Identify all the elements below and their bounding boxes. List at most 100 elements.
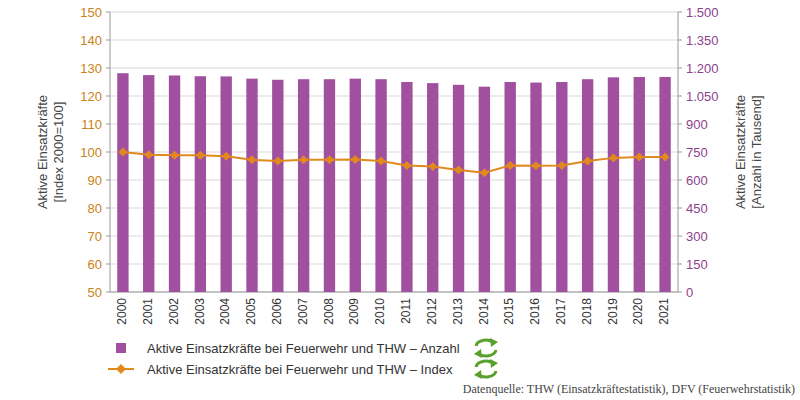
y-tick — [106, 292, 110, 293]
x-tick-label: 2003 — [193, 298, 207, 325]
point — [248, 155, 257, 164]
y2-tick — [678, 208, 682, 209]
point — [454, 165, 463, 174]
bar — [169, 75, 180, 292]
y2-tick — [678, 96, 682, 97]
x-tick-label: 2005 — [244, 298, 258, 325]
x-tick-label: 2017 — [554, 298, 568, 325]
y-tick-label: 50 — [88, 285, 102, 300]
bar — [117, 73, 128, 292]
point — [583, 156, 592, 165]
bar — [505, 82, 516, 292]
bar — [427, 83, 438, 292]
y2-tick-label: 750 — [686, 145, 708, 160]
x-tick-label: 2004 — [218, 298, 232, 325]
point — [222, 152, 231, 161]
y2-tick-label: 1.050 — [686, 89, 719, 104]
y-axis — [110, 12, 111, 292]
point — [170, 151, 179, 160]
point — [299, 155, 308, 164]
x-tick-label: 2019 — [606, 298, 620, 325]
axis-title: Aktive Einsatzkräfte — [733, 95, 748, 209]
point — [480, 168, 489, 177]
x-tick-label: 2001 — [141, 298, 155, 325]
legend-label: Aktive Einsatzkräfte bei Feuerwehr und T… — [147, 362, 453, 377]
x-tick-label: 2008 — [322, 298, 336, 325]
y-tick-label: 100 — [80, 145, 102, 160]
x-tick-label: 2012 — [425, 298, 439, 325]
y2-tick — [678, 152, 682, 153]
y-tick — [106, 180, 110, 181]
source: Datenquelle: THW (Einsatzkräftestatistik… — [463, 382, 795, 396]
bar — [246, 79, 257, 292]
x-tick-label: 2009 — [347, 298, 361, 325]
bar — [479, 87, 490, 292]
x-tick-label: 2010 — [373, 298, 387, 325]
y2-tick — [678, 180, 682, 181]
y-tick — [106, 236, 110, 237]
y-tick — [106, 96, 110, 97]
y-tick — [106, 152, 110, 153]
y2-tick-label: 300 — [686, 229, 708, 244]
y2-tick-label: 1.200 — [686, 61, 719, 76]
x-tick-label: 2006 — [270, 298, 284, 325]
point — [506, 161, 515, 170]
y2-tick-label: 1.500 — [686, 5, 719, 20]
bar — [453, 85, 464, 292]
y-tick-label: 70 — [88, 229, 102, 244]
bar — [659, 77, 670, 292]
bar — [143, 75, 154, 292]
bar — [375, 79, 386, 292]
y2-tick-label: 150 — [686, 257, 708, 272]
point — [402, 161, 411, 170]
axis-title: [Anzahl in Tausend] — [749, 95, 764, 208]
bar — [350, 79, 361, 292]
y-tick-label: 130 — [80, 61, 102, 76]
axis-title: [Index 2000=100] — [51, 102, 66, 203]
y2-tick-label: 1.350 — [686, 33, 719, 48]
y-tick — [106, 68, 110, 69]
point — [635, 153, 644, 162]
x-tick-label: 2021 — [657, 298, 671, 325]
point — [377, 156, 386, 165]
legend-swatch — [116, 343, 126, 353]
bar — [556, 82, 567, 292]
bar — [582, 79, 593, 292]
y2-tick — [678, 124, 682, 125]
x-tick-label: 2007 — [296, 298, 310, 325]
bar — [298, 79, 309, 292]
x-tick-label: 2020 — [631, 298, 645, 325]
y2-tick — [678, 12, 682, 13]
y-tick-label: 140 — [80, 33, 102, 48]
axis-title: Aktive Einsatzkräfte — [35, 95, 50, 209]
y-tick — [106, 124, 110, 125]
legend-label: Aktive Einsatzkräfte bei Feuerwehr und T… — [147, 341, 460, 356]
y2-axis — [678, 12, 679, 292]
y-tick-label: 90 — [88, 173, 102, 188]
y2-tick-label: 900 — [686, 117, 708, 132]
legend-swatch — [116, 364, 126, 374]
bar — [608, 77, 619, 292]
bar — [634, 77, 645, 292]
y-tick-label: 150 — [80, 5, 102, 20]
y2-tick — [678, 264, 682, 265]
y2-tick-label: 600 — [686, 173, 708, 188]
x-tick-label: 2016 — [528, 298, 542, 325]
x-tick-label: 2013 — [451, 298, 465, 325]
y-tick — [106, 40, 110, 41]
bar — [324, 79, 335, 292]
y-tick — [106, 208, 110, 209]
point — [428, 162, 437, 171]
bar — [401, 82, 412, 292]
y-tick-label: 80 — [88, 201, 102, 216]
x-tick-label: 2000 — [115, 298, 129, 325]
point — [118, 148, 127, 157]
x-tick-label: 2002 — [167, 298, 181, 325]
y-tick — [106, 12, 110, 13]
y-tick-label: 120 — [80, 89, 102, 104]
point — [661, 153, 670, 162]
trend-icon — [490, 338, 498, 347]
y2-tick — [678, 292, 682, 293]
grid-line — [110, 12, 678, 13]
y2-tick — [678, 40, 682, 41]
